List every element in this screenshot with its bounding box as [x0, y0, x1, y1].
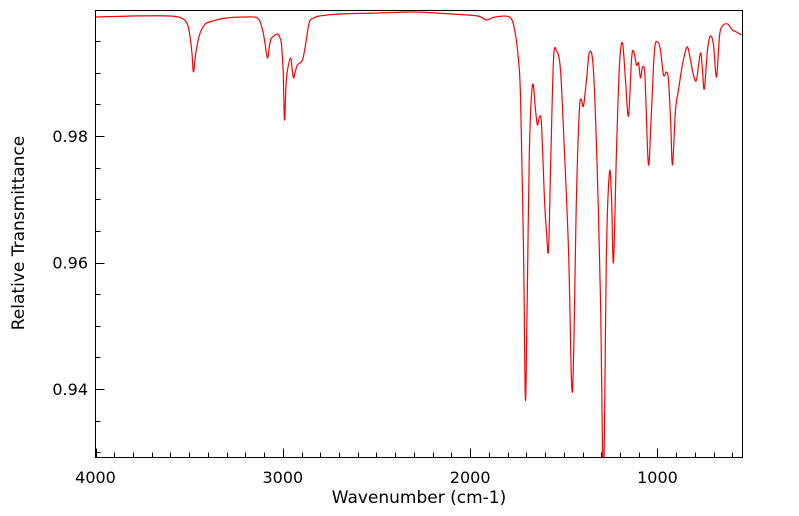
y-tick-label: 0.96 — [52, 254, 88, 273]
plot-background — [95, 10, 743, 458]
axis-ticks — [95, 41, 733, 458]
spectrum-line — [95, 11, 742, 458]
y-tick-label: 0.98 — [52, 127, 88, 146]
x-axis-title: Wavenumber (cm-1) — [332, 488, 507, 508]
series-layer — [95, 11, 742, 458]
x-tick-labels: 4000 3000 2000 1000 — [75, 468, 678, 487]
x-tick-label: 2000 — [450, 468, 491, 487]
y-tick-label: 0.94 — [52, 380, 88, 399]
x-tick-label: 3000 — [262, 468, 303, 487]
y-axis-title: Relative Transmittance — [9, 136, 29, 331]
x-tick-label: 4000 — [75, 468, 116, 487]
y-tick-labels: 0.94 0.96 0.98 — [52, 127, 88, 399]
plot-frame — [95, 10, 743, 458]
x-tick-label: 1000 — [637, 468, 678, 487]
